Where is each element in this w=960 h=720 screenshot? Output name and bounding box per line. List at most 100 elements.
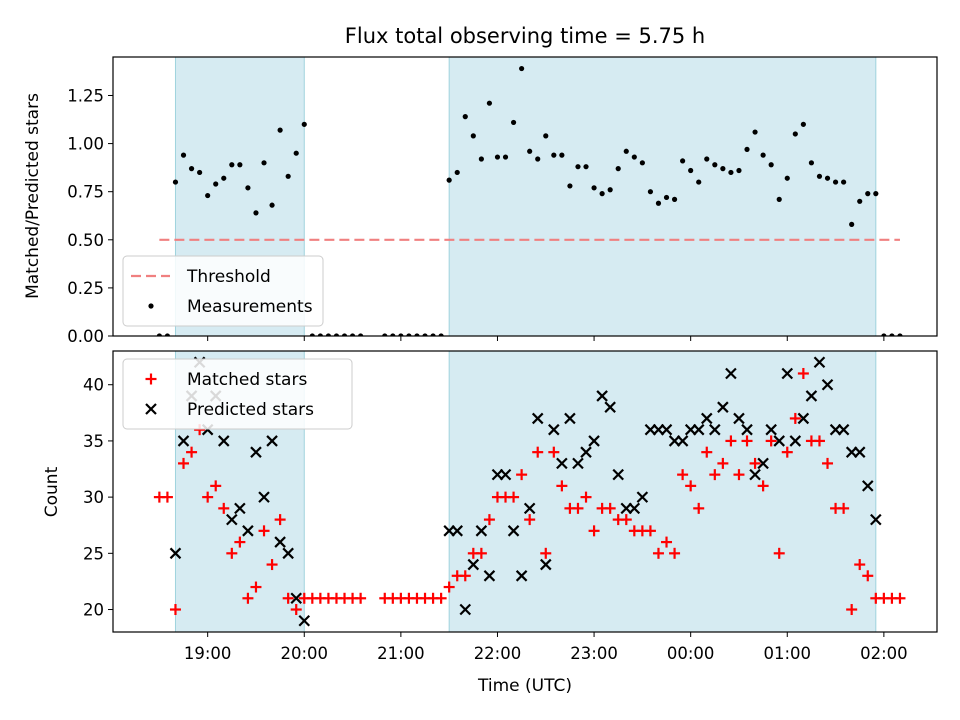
data-point <box>599 191 605 197</box>
data-point <box>499 468 512 481</box>
data-point <box>894 592 906 604</box>
data-point <box>749 468 761 481</box>
data-point <box>507 525 520 537</box>
x-tick-label: 21:00 <box>377 644 425 663</box>
cross-bar-b <box>290 592 302 605</box>
data-point <box>693 502 705 514</box>
data-point <box>604 401 616 413</box>
data-point <box>161 491 173 503</box>
data-point <box>523 502 536 515</box>
data-point <box>258 491 270 503</box>
cross-bar-b <box>459 603 472 616</box>
data-point <box>234 536 246 548</box>
data-point <box>813 435 825 447</box>
data-point <box>832 179 839 185</box>
data-point <box>757 480 769 492</box>
legend-label: Measurements <box>187 297 313 317</box>
data-point <box>580 446 592 458</box>
data-point <box>805 390 818 402</box>
data-point <box>564 412 576 425</box>
data-point <box>588 435 600 447</box>
data-point <box>604 502 616 514</box>
data-point <box>527 148 533 154</box>
cross-bar-b <box>749 468 761 481</box>
y-tick-label: 35 <box>83 432 104 451</box>
legend-marker <box>148 303 154 309</box>
y-tick-label: 40 <box>83 376 104 395</box>
cross-bar-b <box>709 423 721 436</box>
plot-area <box>156 57 903 336</box>
data-point <box>676 435 689 447</box>
data-point <box>623 148 629 154</box>
cross-bar-b <box>572 457 584 470</box>
data-point <box>398 333 404 336</box>
data-point <box>647 189 654 195</box>
data-point <box>459 570 471 582</box>
cross-bar-b <box>499 468 512 481</box>
data-point <box>854 559 866 571</box>
data-point <box>849 221 855 227</box>
data-point <box>797 367 809 379</box>
data-point <box>853 446 866 458</box>
cross-bar-b <box>636 491 649 503</box>
data-point <box>813 356 826 369</box>
data-point <box>741 435 753 447</box>
data-point <box>274 536 286 548</box>
cross-bar-b <box>604 401 616 413</box>
cross-bar-b <box>733 412 745 425</box>
data-point <box>773 547 785 559</box>
data-point <box>454 169 460 176</box>
cross-bar-b <box>515 570 528 582</box>
data-point <box>285 173 291 179</box>
data-point <box>274 514 286 526</box>
data-point <box>620 514 632 526</box>
data-point <box>515 570 528 582</box>
legend-label: Predicted stars <box>187 400 314 420</box>
data-point <box>701 446 713 458</box>
data-point <box>422 333 428 336</box>
data-point <box>768 162 774 168</box>
data-point <box>349 333 356 336</box>
data-point <box>685 480 697 492</box>
x-tick-label: 23:00 <box>570 644 618 663</box>
data-point <box>733 412 745 425</box>
data-point <box>841 179 847 185</box>
data-point <box>524 514 536 526</box>
data-point <box>293 150 299 156</box>
data-point <box>596 390 608 402</box>
data-point <box>583 164 589 170</box>
cross-bar-b <box>531 412 544 425</box>
data-point <box>821 378 834 391</box>
data-point <box>478 156 484 162</box>
cross-bar-b <box>717 401 729 413</box>
data-point <box>696 179 702 185</box>
data-point <box>822 457 834 469</box>
data-point <box>298 614 311 627</box>
data-point <box>639 160 645 166</box>
data-point <box>733 469 745 481</box>
data-point <box>765 435 777 447</box>
data-point <box>548 423 560 436</box>
data-point <box>652 547 664 559</box>
data-point <box>680 158 686 164</box>
data-point <box>543 133 549 139</box>
cross-bar-b <box>797 412 810 425</box>
data-point <box>269 202 275 208</box>
data-point <box>213 181 219 187</box>
y-tick-label: 30 <box>83 488 104 507</box>
cross-bar-b <box>660 423 673 436</box>
data-point <box>615 166 621 172</box>
y-axis-label-bottom: Count <box>42 466 62 517</box>
data-point <box>548 446 560 458</box>
data-point <box>250 446 262 458</box>
data-point <box>197 169 203 176</box>
data-point <box>309 333 315 336</box>
y-tick-label: 0.25 <box>67 279 104 298</box>
data-point <box>567 183 573 189</box>
cross-bar-b <box>177 435 190 447</box>
data-point <box>588 525 600 537</box>
data-point <box>430 333 436 336</box>
data-point <box>217 435 230 447</box>
data-point <box>341 333 348 336</box>
observing-window <box>449 351 876 632</box>
